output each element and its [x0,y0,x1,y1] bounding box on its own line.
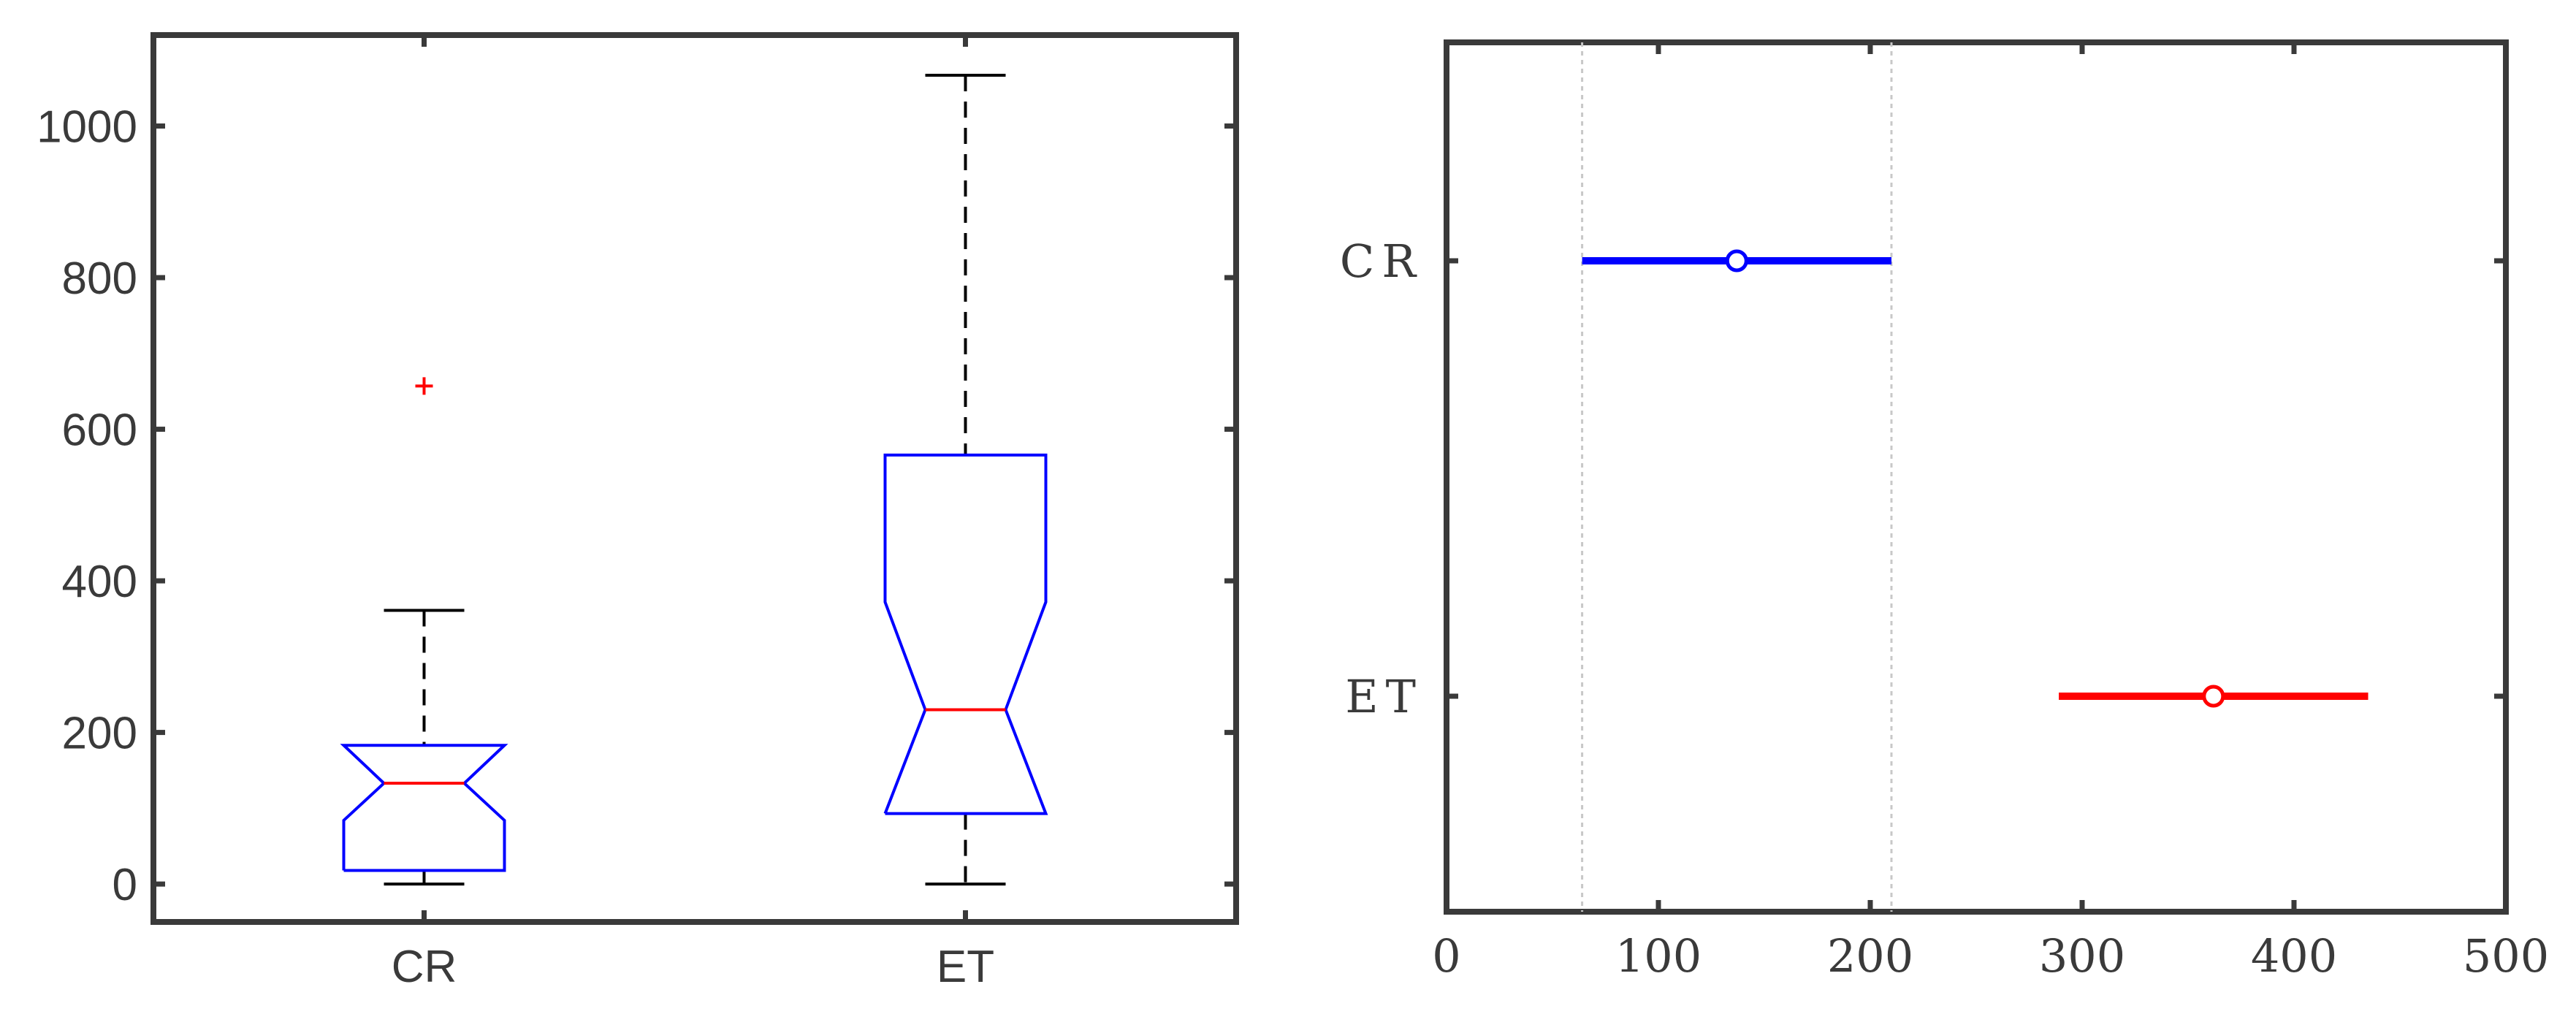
x-tick-label: 0 [1432,929,1460,983]
x-tick-label: 200 [1827,929,1913,983]
x-tick-label: 500 [2463,929,2549,983]
y-tick-label: 800 [62,254,137,304]
notched-box [340,744,508,872]
y-tick-label: 600 [62,405,137,456]
estimate-marker [2202,685,2225,708]
boxplot-panel: 0 200 400 600 800 1000 CR ET [37,32,1239,992]
interval-plot-panel: 0 100 200 300 400 500 CR ET [1340,39,2549,983]
interval-axes-frame [1444,39,2509,915]
x-tick-label: CR [392,942,457,992]
x-tick-label: 400 [2251,929,2337,983]
boxplot-axes-frame [150,32,1239,925]
x-tick-label: 100 [1615,929,1702,983]
y-tick-label: 400 [62,557,137,607]
estimate-marker [1725,249,1748,272]
y-tick-label: ET [1345,670,1423,723]
y-tick-label: 1000 [37,102,137,153]
y-tick-label: 200 [62,709,137,759]
x-tick-label: 300 [2039,929,2125,983]
outlier-marker [415,377,433,395]
x-tick-label: ET [937,942,994,992]
notched-box [883,453,1048,815]
y-tick-label: CR [1340,235,1423,288]
y-tick-label: 0 [113,860,137,910]
